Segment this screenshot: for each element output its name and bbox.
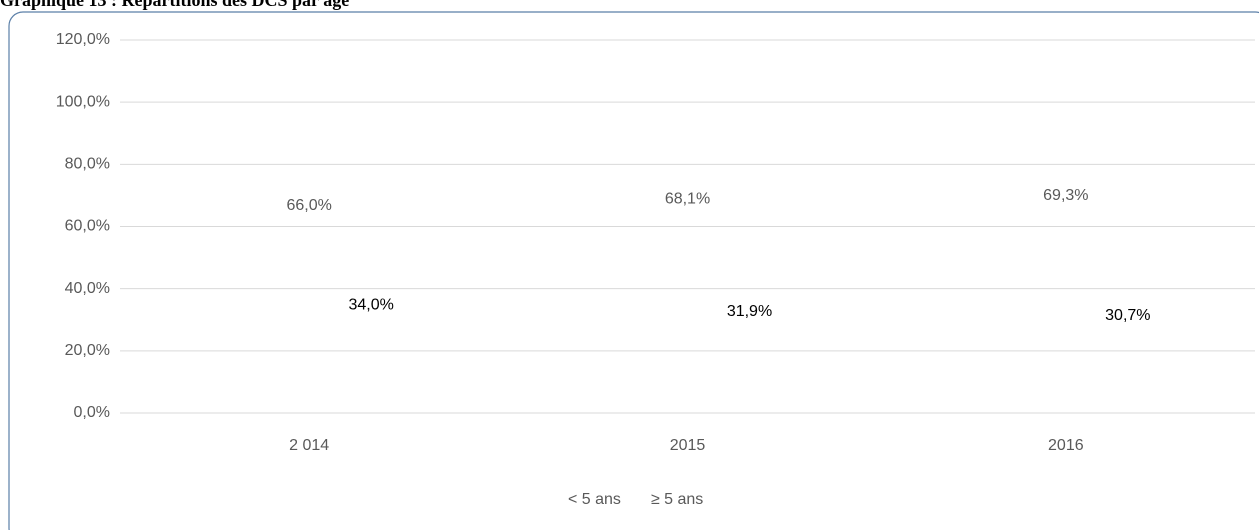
y-tick-label: 60,0% [65, 218, 110, 235]
data-label: 69,3% [1043, 187, 1088, 204]
y-tick-label: 0,0% [74, 404, 110, 421]
y-tick-label: 100,0% [56, 93, 110, 110]
data-label: 68,1% [665, 191, 710, 208]
chart-border [8, 11, 1259, 530]
y-tick-label: 120,0% [56, 31, 110, 48]
chart-title: Graphique 13 : Répartitions des DCS par … [0, 0, 349, 10]
data-label: 30,7% [1105, 307, 1150, 324]
x-tick-label: 2016 [1048, 437, 1084, 454]
data-label: 66,0% [286, 197, 331, 214]
series-line [309, 307, 1066, 317]
y-tick-label: 20,0% [65, 342, 110, 359]
y-tick-label: 40,0% [65, 280, 110, 297]
data-label: 34,0% [348, 297, 393, 314]
legend-label: ≥ 5 ans [651, 491, 703, 508]
x-tick-label: 2015 [670, 437, 706, 454]
data-label: 31,9% [727, 303, 772, 320]
x-tick-label: 2 014 [289, 437, 329, 454]
y-tick-label: 80,0% [65, 156, 110, 173]
legend-label: < 5 ans [568, 491, 621, 508]
